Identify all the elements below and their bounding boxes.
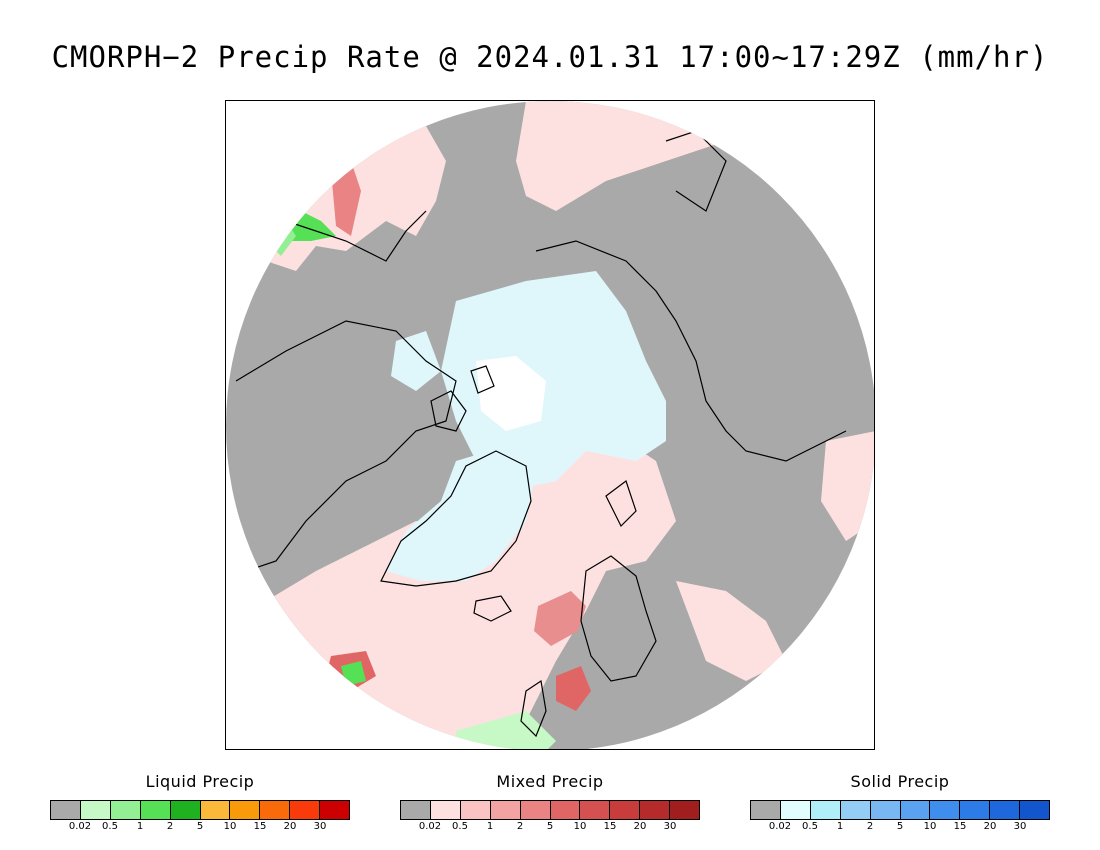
mixed-swatch-9: [670, 801, 700, 819]
liquid-swatch-8: [290, 801, 321, 819]
mixed-swatch-4: [520, 801, 551, 819]
mixed-swatch-7: [610, 801, 641, 819]
liquid-tick: 0.5: [102, 821, 118, 832]
liquid-precip-europe-south: [456, 711, 556, 749]
solid-precip-greenland: [386, 446, 536, 581]
solid-swatch-7: [960, 801, 991, 819]
liquid-tick: 5: [196, 821, 204, 832]
solid-tick: 20: [983, 821, 997, 832]
mixed-swatch-6: [580, 801, 611, 819]
liquid-tick: 2: [166, 821, 174, 832]
solid-swatch-4: [870, 801, 901, 819]
mixed-tick: 1: [486, 821, 494, 832]
solid-legend-title: Solid Precip: [850, 772, 950, 791]
liquid-tick: 15: [253, 821, 267, 832]
coast-iceland: [473, 595, 512, 622]
solid-tick: 30: [1013, 821, 1027, 832]
solid-precip-arctic: [441, 271, 666, 491]
mixed-precip-arctic-top: [516, 101, 726, 211]
solid-swatch-5: [900, 801, 931, 819]
solid-swatch-8: [990, 801, 1021, 819]
liquid-tick: 1: [136, 821, 144, 832]
coast-alaska: [285, 210, 427, 262]
mixed-precip-moderate-uk: [556, 666, 591, 711]
solid-tick: 0.02: [768, 821, 792, 832]
mixed-swatch-2: [460, 801, 491, 819]
mixed-legend-ticks: 0.02 0.5 1 2 5 10 15 20 30: [400, 821, 700, 835]
solid-swatch-6: [930, 801, 961, 819]
solid-swatch-1: [780, 801, 811, 819]
mixed-precip-legend: Mixed Precip 0.02 0.5 1 2 5 10 15 20 30: [400, 772, 700, 835]
mixed-tick: 5: [546, 821, 554, 832]
liquid-precip-legend: Liquid Precip 0.02 0.5 1 2 5 10 15 20 30: [50, 772, 350, 835]
liquid-swatch-6: [230, 801, 261, 819]
liquid-swatch-0: [51, 801, 81, 819]
solid-tick: 15: [953, 821, 967, 832]
mixed-legend-title: Mixed Precip: [496, 772, 604, 791]
liquid-swatch-5: [200, 801, 231, 819]
liquid-legend-colorbar: [50, 800, 350, 820]
solid-legend-colorbar: [750, 800, 1050, 820]
mixed-tick: 20: [633, 821, 647, 832]
coast-canada: [235, 320, 457, 572]
liquid-tick: 20: [283, 821, 297, 832]
mixed-precip-moderate-north-atlantic: [534, 591, 586, 646]
liquid-swatch-9: [320, 801, 350, 819]
mixed-swatch-0: [401, 801, 431, 819]
mixed-tick: 10: [573, 821, 587, 832]
mixed-swatch-1: [430, 801, 461, 819]
liquid-swatch-3: [140, 801, 171, 819]
coast-kamchatka: [665, 130, 727, 212]
solid-tick: 0.5: [802, 821, 818, 832]
coast-uk: [520, 679, 547, 738]
solid-precip-canada-patches: [391, 331, 441, 391]
liquid-tick: 0.02: [68, 821, 92, 832]
liquid-legend-ticks: 0.02 0.5 1 2 5 10 15 20 30: [50, 821, 350, 835]
coast-scandinavia: [580, 555, 657, 682]
solid-swatch-0: [751, 801, 781, 819]
liquid-swatch-7: [260, 801, 291, 819]
coast-novaya-zemlya: [605, 480, 637, 528]
liquid-swatch-4: [170, 801, 201, 819]
solid-swatch-2: [810, 801, 841, 819]
mixed-swatch-5: [550, 801, 581, 819]
mixed-tick: 30: [663, 821, 677, 832]
solid-swatch-9: [1020, 801, 1050, 819]
solid-legend-ticks: 0.02 0.5 1 2 5 10 15 20 30: [750, 821, 1050, 835]
mixed-swatch-3: [490, 801, 521, 819]
mixed-tick: 0.02: [418, 821, 442, 832]
mixed-precip-scandinavia-edge: [676, 581, 786, 681]
map-title: CMORPH−2 Precip Rate @ 2024.01.31 17:00~…: [51, 40, 1049, 74]
solid-tick: 10: [923, 821, 937, 832]
mixed-swatch-8: [640, 801, 671, 819]
mixed-tick: 0.5: [452, 821, 468, 832]
coast-greenland: [380, 450, 532, 587]
solid-tick: 2: [866, 821, 874, 832]
polar-precip-map: [226, 101, 874, 749]
solid-tick: 5: [896, 821, 904, 832]
liquid-tick: 10: [223, 821, 237, 832]
polar-map-frame: [225, 100, 875, 750]
liquid-swatch-1: [80, 801, 111, 819]
mixed-precip-east-patches: [821, 431, 874, 541]
coast-arctic-islands: [430, 365, 495, 432]
mixed-legend-colorbar: [400, 800, 700, 820]
mixed-tick: 15: [603, 821, 617, 832]
liquid-tick: 30: [313, 821, 327, 832]
ice-white-center: [476, 356, 546, 431]
coastlines: [235, 130, 847, 738]
map-disc: [226, 101, 874, 749]
liquid-legend-title: Liquid Precip: [145, 772, 255, 791]
coast-siberia: [535, 240, 847, 462]
solid-precip-legend: Solid Precip 0.02 0.5 1 2 5 10 15 20 30: [750, 772, 1050, 835]
solid-swatch-3: [840, 801, 871, 819]
mixed-tick: 2: [516, 821, 524, 832]
liquid-swatch-2: [110, 801, 141, 819]
solid-tick: 1: [836, 821, 844, 832]
